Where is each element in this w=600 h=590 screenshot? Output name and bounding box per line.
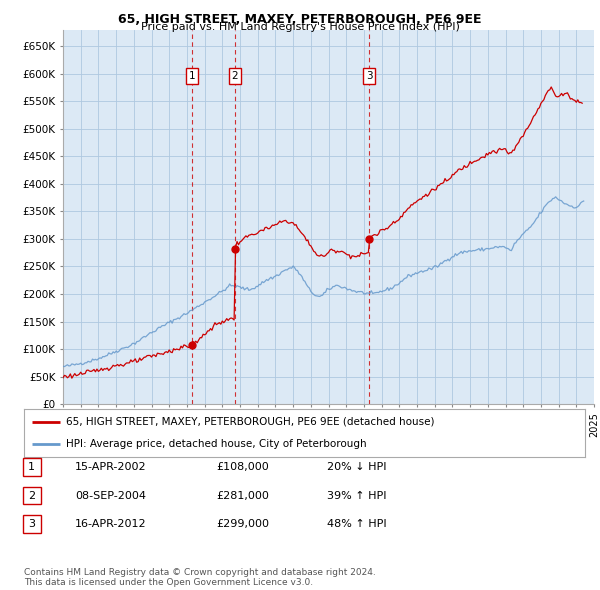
Text: 15-APR-2002: 15-APR-2002 — [75, 463, 146, 472]
Text: 1: 1 — [189, 71, 196, 81]
Text: £299,000: £299,000 — [216, 519, 269, 529]
Text: 65, HIGH STREET, MAXEY, PETERBOROUGH, PE6 9EE (detached house): 65, HIGH STREET, MAXEY, PETERBOROUGH, PE… — [66, 417, 434, 427]
Text: £281,000: £281,000 — [216, 491, 269, 500]
Text: £108,000: £108,000 — [216, 463, 269, 472]
Text: Contains HM Land Registry data © Crown copyright and database right 2024.
This d: Contains HM Land Registry data © Crown c… — [24, 568, 376, 587]
Text: 3: 3 — [366, 71, 373, 81]
Text: 48% ↑ HPI: 48% ↑ HPI — [327, 519, 386, 529]
Text: HPI: Average price, detached house, City of Peterborough: HPI: Average price, detached house, City… — [66, 439, 367, 449]
Text: 65, HIGH STREET, MAXEY, PETERBOROUGH, PE6 9EE: 65, HIGH STREET, MAXEY, PETERBOROUGH, PE… — [118, 13, 482, 26]
Text: 2: 2 — [28, 491, 35, 500]
Text: 39% ↑ HPI: 39% ↑ HPI — [327, 491, 386, 500]
Text: 1: 1 — [28, 463, 35, 472]
Text: 3: 3 — [28, 519, 35, 529]
Text: 16-APR-2012: 16-APR-2012 — [75, 519, 146, 529]
Text: 08-SEP-2004: 08-SEP-2004 — [75, 491, 146, 500]
Text: 2: 2 — [232, 71, 238, 81]
Text: Price paid vs. HM Land Registry's House Price Index (HPI): Price paid vs. HM Land Registry's House … — [140, 22, 460, 32]
Text: 20% ↓ HPI: 20% ↓ HPI — [327, 463, 386, 472]
